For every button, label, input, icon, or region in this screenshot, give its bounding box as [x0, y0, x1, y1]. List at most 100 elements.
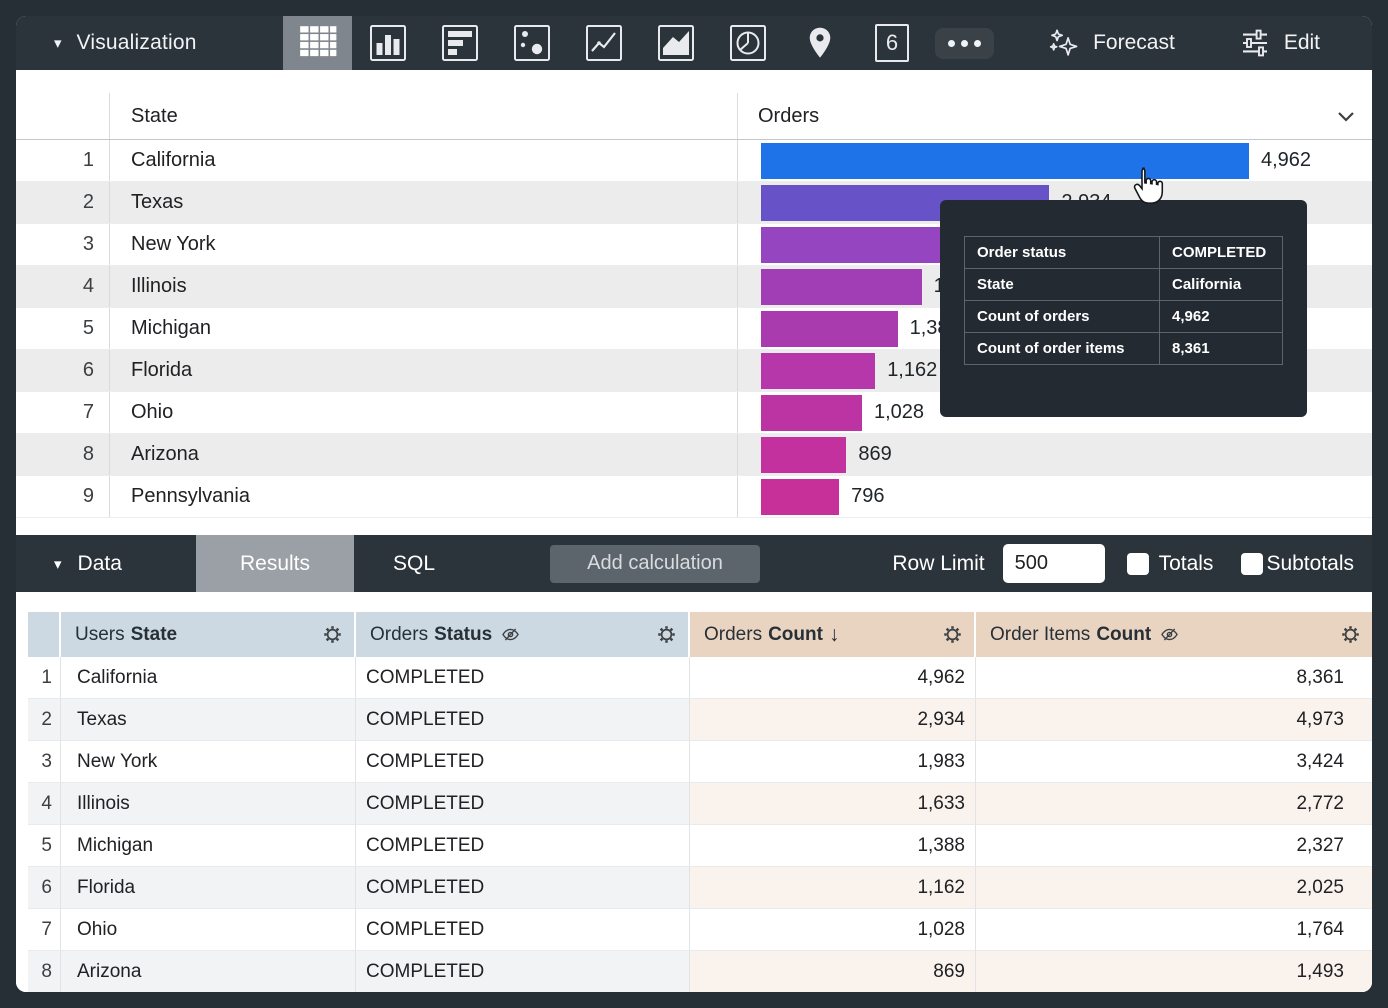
orders-bar[interactable]	[761, 310, 898, 347]
chart-type-bar-button[interactable]	[352, 16, 424, 70]
status-cell: COMPLETED	[356, 867, 690, 909]
gear-icon[interactable]	[321, 623, 344, 646]
orders-bar[interactable]	[761, 268, 922, 305]
viz-row-number: 6	[16, 350, 110, 391]
visualization-title: Visualization	[76, 31, 197, 54]
forecast-button[interactable]: Forecast	[1046, 26, 1175, 60]
orders-bar[interactable]	[761, 352, 876, 389]
orders-bar[interactable]	[761, 436, 847, 473]
header-order-items-count[interactable]: Order Items Count	[976, 612, 1372, 657]
app-window: ▾ Visualization	[16, 16, 1372, 992]
tooltip-label: State	[964, 268, 1160, 301]
viz-row-number: 9	[16, 476, 110, 517]
viz-header-orders: Orders	[738, 93, 1372, 139]
data-results-panel: Users State Orders Status Orders Count ↓…	[16, 592, 1372, 992]
bar-chart-icon	[368, 23, 408, 63]
status-cell: COMPLETED	[356, 909, 690, 951]
table-row: 5 Michigan COMPLETED 1,388 2,327	[28, 825, 1372, 867]
bar-value-label: 1,028	[874, 401, 925, 423]
state-cell: Michigan	[61, 825, 356, 867]
viz-state-cell: Ohio	[110, 392, 738, 433]
status-cell: COMPLETED	[356, 825, 690, 867]
bar-value-label: 869	[858, 443, 892, 465]
sort-desc-icon[interactable]: ↓	[828, 622, 840, 646]
chart-type-map-button[interactable]	[784, 16, 856, 70]
pie-chart-icon	[728, 23, 768, 63]
orders-bar[interactable]	[761, 226, 957, 263]
gear-icon[interactable]	[1339, 623, 1362, 646]
orders-bar[interactable]	[761, 478, 840, 515]
viz-header-rownum	[16, 93, 110, 139]
chevron-down-icon[interactable]	[1334, 104, 1358, 128]
chart-type-single-value-button[interactable]: 6	[856, 16, 928, 70]
row-number: 7	[28, 909, 61, 951]
header-users-state[interactable]: Users State	[61, 612, 356, 657]
totals-checkbox[interactable]	[1126, 552, 1149, 575]
data-toolbar: ▾ Data Results SQL Add calculation Row L…	[16, 535, 1372, 592]
row-limit-input[interactable]	[1002, 544, 1105, 583]
header-orders-status[interactable]: Orders Status	[356, 612, 690, 657]
row-number: 3	[28, 741, 61, 783]
area-chart-icon	[656, 23, 696, 63]
table-row: 4 Illinois COMPLETED 1,633 2,772	[28, 783, 1372, 825]
viz-state-cell: Pennsylvania	[110, 476, 738, 517]
chart-type-area-button[interactable]	[640, 16, 712, 70]
totals-label: Totals	[1158, 551, 1214, 575]
orders-count-cell: 2,934	[690, 699, 976, 741]
tooltip-value: California	[1159, 268, 1283, 301]
visualization-section-toggle[interactable]: ▾ Visualization	[16, 31, 283, 55]
tab-results[interactable]: Results	[196, 535, 354, 592]
state-cell: Texas	[61, 699, 356, 741]
order-items-count-cell: 3,424	[976, 741, 1372, 783]
gear-icon[interactable]	[941, 623, 964, 646]
status-cell: COMPLETED	[356, 783, 690, 825]
eye-off-icon	[501, 625, 520, 644]
edit-label: Edit	[1283, 31, 1320, 54]
state-cell: Ohio	[61, 909, 356, 951]
data-section-toggle[interactable]: ▾ Data	[16, 552, 196, 576]
row-number: 5	[28, 825, 61, 867]
viz-state-cell: California	[110, 140, 738, 181]
pointer-hand-cursor	[1128, 166, 1164, 206]
viz-row-number: 3	[16, 224, 110, 265]
orders-bar[interactable]	[761, 142, 1249, 179]
bar-value-label: 1,162	[887, 359, 938, 381]
row-number: 2	[28, 699, 61, 741]
horizontal-bar-chart-icon	[440, 23, 480, 63]
state-cell: New York	[61, 741, 356, 783]
chart-type-horizontal-bar-button[interactable]	[424, 16, 496, 70]
viz-row: 1 California 4,962	[16, 140, 1372, 182]
data-title: Data	[77, 551, 122, 575]
chart-type-scatter-button[interactable]	[496, 16, 568, 70]
chart-type-pie-button[interactable]	[712, 16, 784, 70]
add-calculation-button[interactable]: Add calculation	[550, 544, 760, 583]
more-chart-types-button[interactable]	[928, 16, 1000, 70]
dropdown-triangle-icon: ▾	[54, 35, 62, 52]
order-items-count-cell: 2,772	[976, 783, 1372, 825]
orders-bar[interactable]	[761, 394, 862, 431]
status-cell: COMPLETED	[356, 657, 690, 699]
table-row: 6 Florida COMPLETED 1,162 2,025	[28, 867, 1372, 909]
gear-icon[interactable]	[655, 623, 678, 646]
header-orders-count[interactable]: Orders Count ↓	[690, 612, 976, 657]
orders-count-cell: 4,962	[690, 657, 976, 699]
tab-sql[interactable]: SQL	[392, 551, 436, 575]
viz-state-cell: Arizona	[110, 434, 738, 475]
viz-header-state: State	[110, 93, 738, 139]
viz-state-cell: New York	[110, 224, 738, 265]
tooltip-label: Order status	[964, 236, 1160, 269]
chart-type-table-button[interactable]	[283, 16, 352, 70]
edit-button[interactable]: Edit	[1239, 27, 1320, 59]
chart-type-line-button[interactable]	[568, 16, 640, 70]
tooltip-value: COMPLETED	[1159, 236, 1283, 269]
subtotals-checkbox[interactable]	[1241, 552, 1264, 575]
bar-value-label: 4,962	[1261, 149, 1312, 171]
state-cell: Arizona	[61, 951, 356, 992]
orders-count-cell: 1,028	[690, 909, 976, 951]
viz-state-cell: Florida	[110, 350, 738, 391]
tune-icon	[1239, 27, 1271, 59]
single-value-icon: 6	[875, 24, 909, 62]
order-items-count-cell: 1,764	[976, 909, 1372, 951]
header-rownum-cell	[28, 612, 61, 657]
state-cell: Illinois	[61, 783, 356, 825]
